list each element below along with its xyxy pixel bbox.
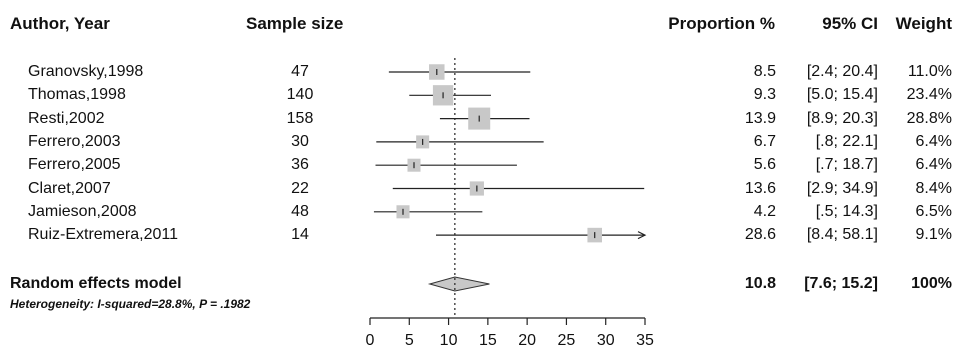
study-sample-size: 14 — [291, 226, 309, 244]
ci-arrow — [637, 231, 647, 240]
study-ci: [2.4; 20.4] — [806, 63, 878, 80]
x-tick-label: 15 — [479, 332, 497, 349]
study-author: Ferrero,2005 — [28, 156, 121, 174]
study-estimate: 9.3 — [753, 86, 776, 104]
study-ci: [.7; 18.7] — [815, 156, 878, 174]
study-ci: [2.9; 34.9] — [806, 179, 878, 197]
study-weight: 8.4% — [915, 179, 952, 197]
study-ci: [8.9; 20.3] — [806, 109, 878, 127]
summary-estimate: 10.8 — [744, 275, 776, 292]
header-ci: 95% CI — [822, 14, 878, 33]
study-author: Resti,2002 — [28, 109, 105, 127]
x-tick-label: 35 — [636, 332, 654, 349]
summary-weight: 100% — [911, 275, 952, 292]
header-weight: Weight — [895, 14, 952, 33]
x-tick-label: 25 — [558, 332, 576, 349]
x-tick-label: 0 — [366, 332, 375, 349]
study-sample-size: 158 — [286, 109, 314, 127]
study-sample-size: 36 — [291, 156, 309, 174]
study-sample-size: 47 — [291, 63, 309, 80]
x-tick-label: 20 — [518, 332, 536, 349]
study-sample-size: 48 — [291, 202, 309, 220]
study-weight: 6.4% — [915, 156, 952, 174]
study-weight: 6.5% — [915, 202, 952, 220]
summary-diamond — [427, 276, 490, 292]
study-weight: 11.0% — [907, 63, 952, 80]
study-estimate: 4.2 — [753, 202, 776, 220]
study-author: Ferrero,2003 — [28, 132, 121, 150]
heterogeneity-label: Heterogeneity: I-squared=28.8%, — [10, 297, 196, 311]
study-author: Ruiz-Extremera,2011 — [28, 226, 178, 244]
study-weight: 23.4% — [906, 86, 952, 104]
study-ci: [.8; 22.1] — [815, 132, 878, 150]
study-author: Granovsky,1998 — [28, 63, 144, 80]
x-tick-label: 30 — [597, 332, 615, 349]
study-ci: [5.0; 15.4] — [806, 86, 878, 104]
study-sample-size: 140 — [286, 86, 314, 104]
header-author: Author, Year — [10, 14, 110, 33]
study-estimate: 13.6 — [744, 179, 776, 197]
study-weight: 28.8% — [906, 109, 952, 127]
study-ci: [8.4; 58.1] — [806, 226, 878, 244]
study-author: Jamieson,2008 — [28, 202, 137, 220]
study-estimate: 28.6 — [744, 226, 776, 244]
heterogeneity-p: P = .1982 — [199, 297, 251, 311]
heterogeneity-text: Heterogeneity: I-squared=28.8%, P = .198… — [10, 297, 250, 311]
study-author: Thomas,1998 — [28, 86, 126, 104]
header-sample-size: Sample size — [246, 14, 344, 33]
header-proportion: Proportion % — [668, 14, 775, 33]
x-tick-label: 10 — [440, 332, 458, 349]
study-author: Claret,2007 — [28, 179, 111, 197]
study-estimate: 5.6 — [753, 156, 776, 174]
study-sample-size: 30 — [291, 132, 309, 150]
study-weight: 6.4% — [915, 132, 952, 150]
study-weight: 9.1% — [915, 226, 952, 244]
study-sample-size: 22 — [291, 179, 309, 197]
study-estimate: 6.7 — [753, 132, 776, 150]
summary-label: Random effects model — [10, 275, 182, 292]
study-estimate: 8.5 — [753, 63, 776, 80]
summary-ci: [7.6; 15.2] — [804, 275, 878, 292]
study-estimate: 13.9 — [744, 109, 776, 127]
x-tick-label: 5 — [405, 332, 414, 349]
study-ci: [.5; 14.3] — [815, 202, 878, 220]
